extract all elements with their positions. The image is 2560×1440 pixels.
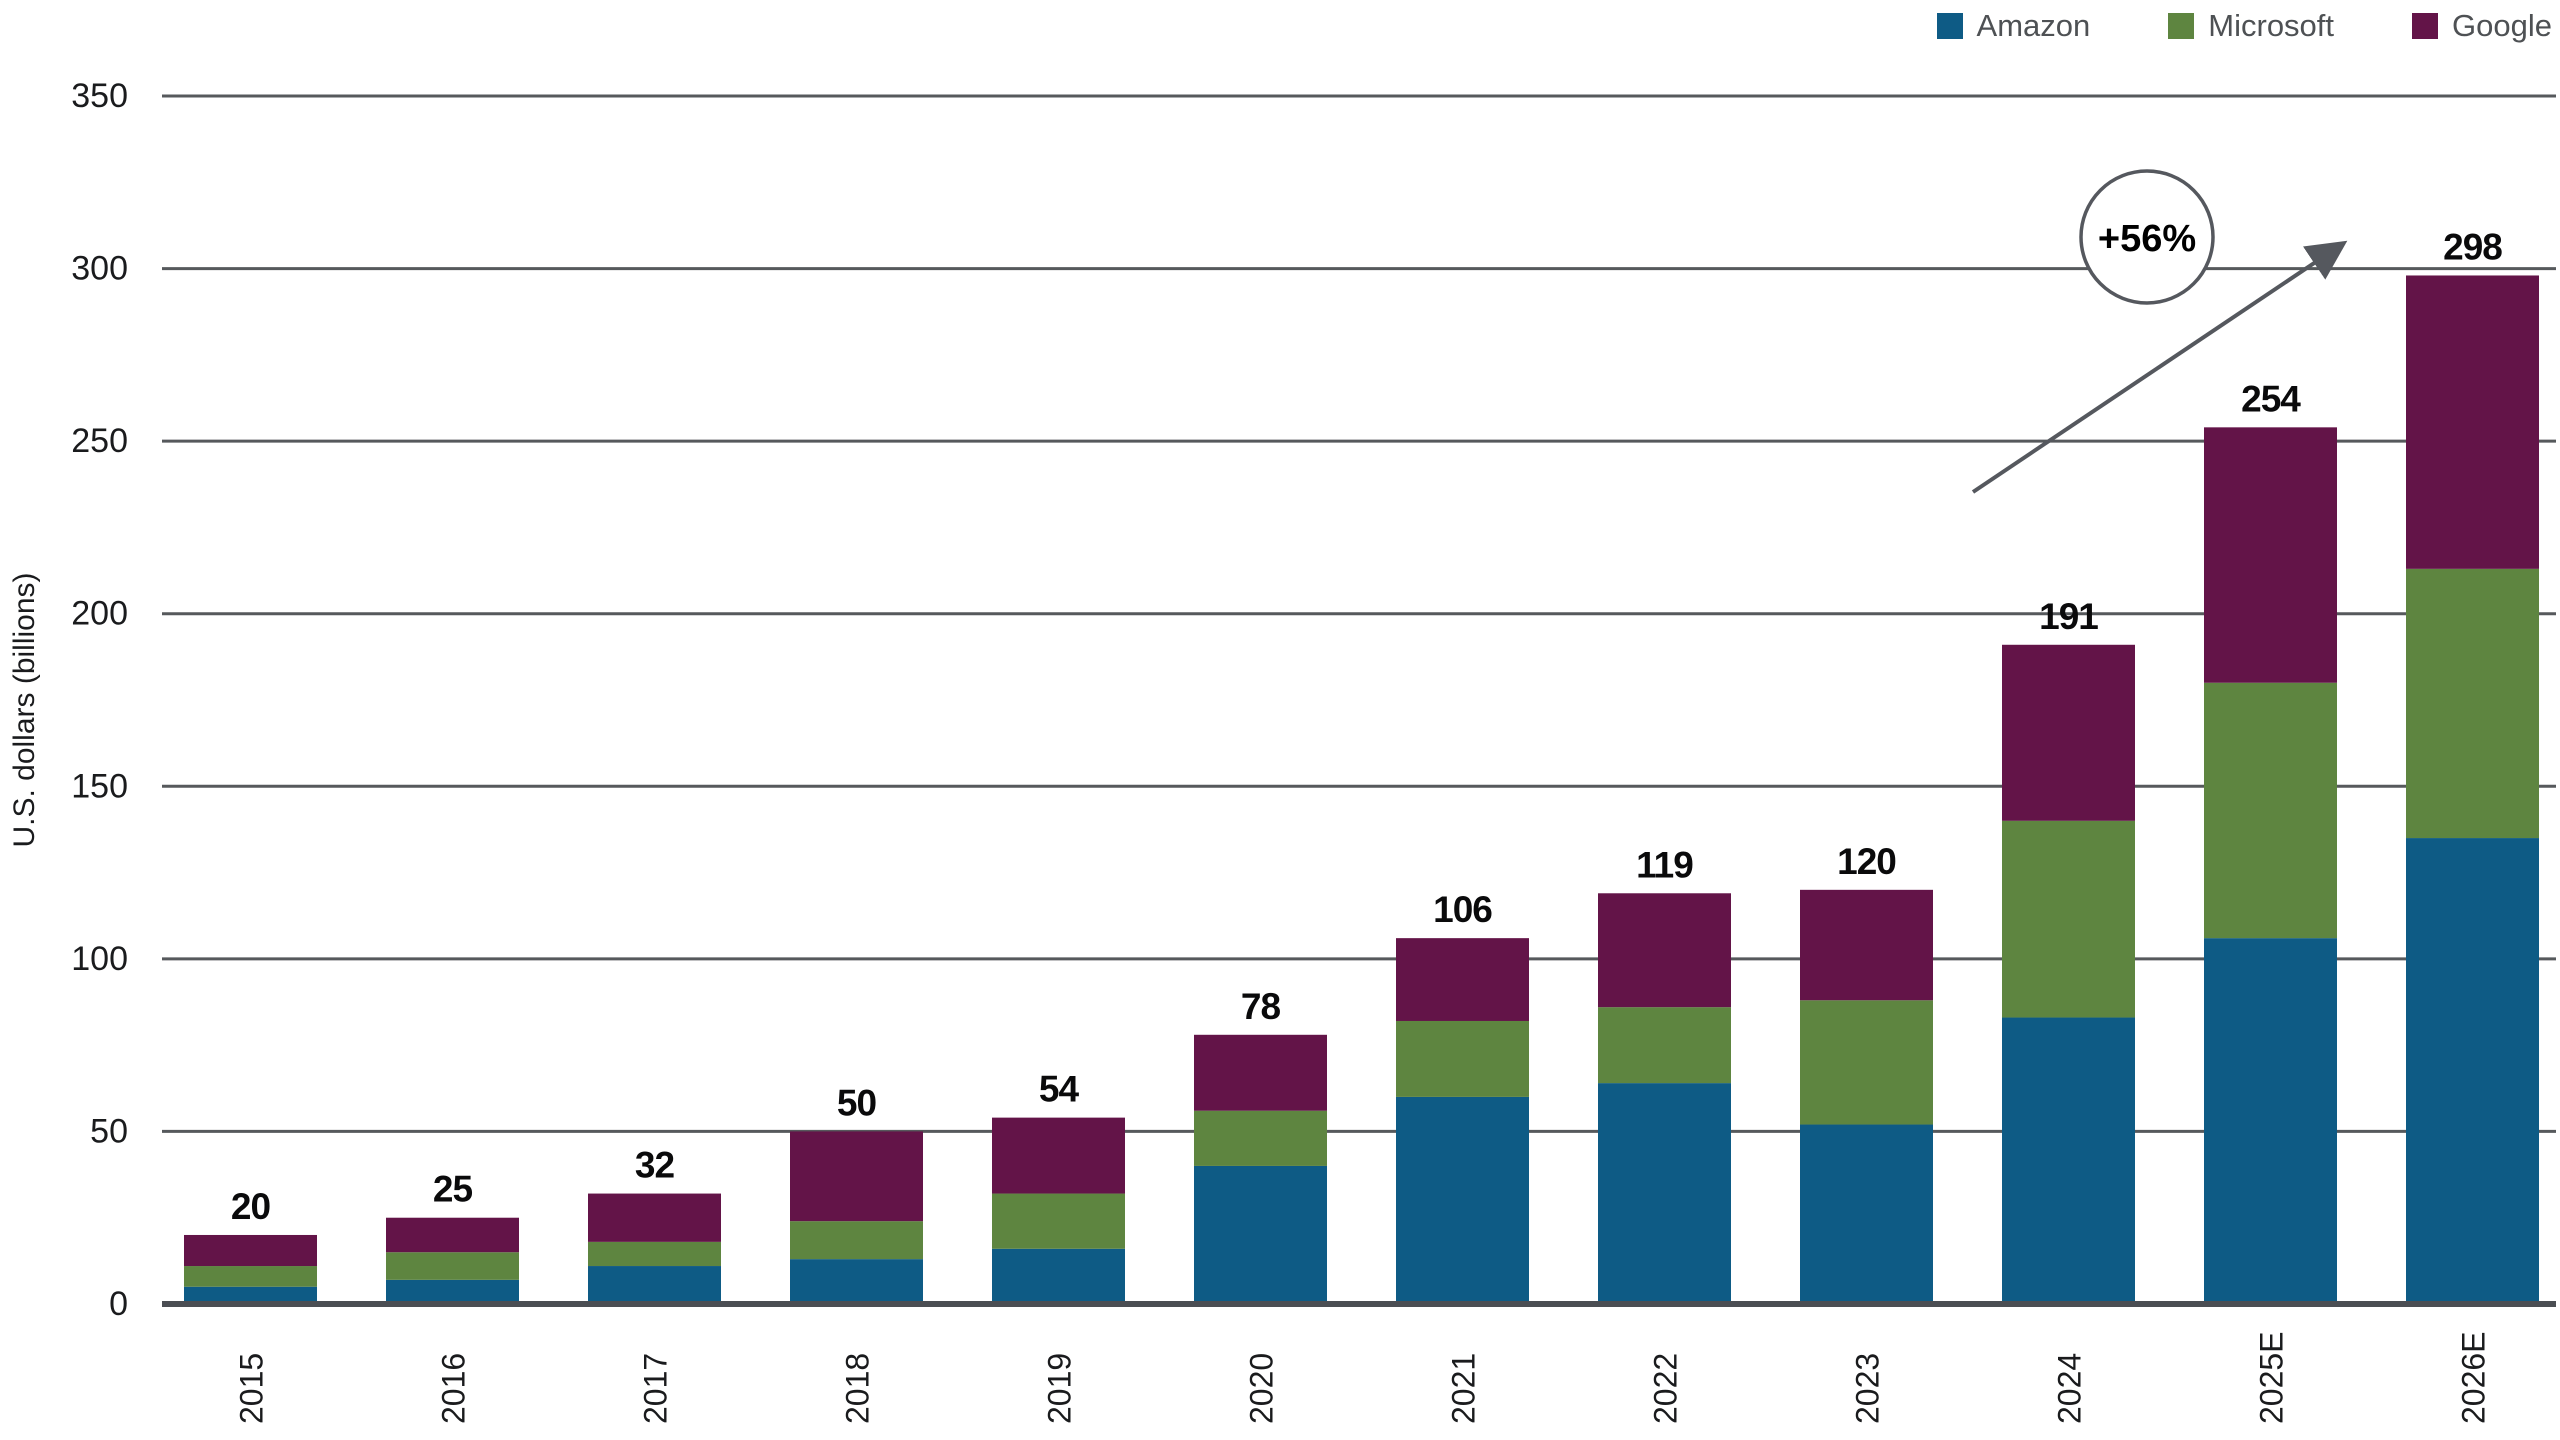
bar-2017-google: [588, 1193, 721, 1242]
x-label-2015: 2015: [234, 1353, 270, 1424]
bar-2016-google: [386, 1217, 519, 1253]
x-label-2026e: 2026E: [2456, 1331, 2492, 1424]
legend-item-microsoft: Microsoft: [2168, 8, 2334, 44]
total-label-2021: 106: [1433, 889, 1492, 930]
bar-2017-amazon: [588, 1266, 721, 1304]
total-label-2015: 20: [231, 1186, 271, 1227]
bar-2018-amazon: [790, 1259, 923, 1304]
total-label-2019: 54: [1039, 1069, 1080, 1110]
x-label-2017: 2017: [638, 1353, 674, 1424]
amazon-swatch-icon: [1936, 13, 1963, 39]
x-label-2021: 2021: [1446, 1353, 1482, 1424]
bar-2024-amazon: [2002, 1017, 2135, 1304]
y-tick-50: 50: [90, 1112, 128, 1150]
x-label-2022: 2022: [1648, 1353, 1684, 1424]
legend-label-google: Google: [2452, 8, 2552, 43]
bar-2024-google: [2002, 644, 2135, 821]
bar-2019-google: [992, 1117, 1125, 1194]
x-label-2023: 2023: [1850, 1353, 1886, 1424]
bar-2016-microsoft: [386, 1252, 519, 1280]
total-label-2016: 25: [433, 1169, 473, 1210]
legend-label-amazon: Amazon: [1976, 8, 2091, 43]
x-label-2025e: 2025E: [2254, 1331, 2290, 1424]
bar-2019-microsoft: [992, 1193, 1125, 1249]
bar-2020-microsoft: [1194, 1110, 1327, 1166]
bar-2022-google: [1598, 893, 1731, 1008]
legend-item-google: Google: [2412, 8, 2552, 44]
x-label-2016: 2016: [436, 1353, 472, 1424]
bar-2015-google: [184, 1234, 317, 1267]
x-label-2020: 2020: [1244, 1353, 1280, 1424]
x-label-2018: 2018: [840, 1353, 876, 1424]
bar-2018-google: [790, 1131, 923, 1222]
google-swatch-icon: [2412, 13, 2439, 39]
bar-2025e-microsoft: [2204, 682, 2337, 939]
y-tick-0: 0: [109, 1285, 128, 1323]
bar-2024-microsoft: [2002, 820, 2135, 1018]
bar-2021-microsoft: [1396, 1020, 1529, 1097]
bar-2022-amazon: [1598, 1083, 1731, 1304]
growth-label: +56%: [2098, 218, 2196, 260]
total-label-2025e: 254: [2241, 378, 2301, 419]
growth-circle: [2079, 169, 2215, 305]
microsoft-swatch-icon: [2168, 13, 2195, 39]
y-tick-100: 100: [71, 940, 128, 978]
bar-2020-google: [1194, 1034, 1327, 1111]
bar-2025e-amazon: [2204, 938, 2337, 1304]
bar-2023-microsoft: [1800, 1000, 1933, 1125]
y-tick-350: 350: [71, 77, 128, 115]
bar-2023-google: [1800, 889, 1933, 1001]
y-tick-200: 200: [71, 595, 128, 633]
total-label-2017: 32: [635, 1145, 675, 1186]
total-label-2023: 120: [1837, 841, 1896, 882]
bar-2026e-amazon: [2406, 838, 2539, 1304]
bar-2025e-google: [2204, 427, 2337, 683]
y-tick-250: 250: [71, 422, 128, 460]
bar-2019-amazon: [992, 1248, 1125, 1304]
bar-2026e-google: [2406, 275, 2539, 569]
y-tick-150: 150: [71, 767, 128, 805]
total-label-2026e: 298: [2443, 226, 2502, 267]
legend-label-microsoft: Microsoft: [2208, 8, 2335, 43]
bar-2021-google: [1396, 938, 1529, 1021]
bar-2017-microsoft: [588, 1241, 721, 1267]
total-label-2018: 50: [837, 1082, 877, 1123]
chart-legend: Amazon Microsoft Google: [1936, 8, 2552, 44]
bar-2023-amazon: [1800, 1124, 1933, 1304]
bar-2020-amazon: [1194, 1165, 1327, 1304]
total-label-2020: 78: [1241, 986, 1281, 1027]
x-label-2019: 2019: [1042, 1353, 1078, 1424]
x-label-2024: 2024: [2052, 1353, 2088, 1424]
y-axis-title: U.S. dollars (billions): [8, 572, 41, 847]
legend-item-amazon: Amazon: [1936, 8, 2091, 44]
y-tick-300: 300: [71, 250, 128, 288]
bar-2018-microsoft: [790, 1221, 923, 1260]
bar-2016-amazon: [386, 1279, 519, 1304]
bar-2026e-microsoft: [2406, 568, 2539, 839]
bar-2015-microsoft: [184, 1266, 317, 1287]
total-label-2022: 119: [1636, 844, 1693, 885]
bar-2022-microsoft: [1598, 1007, 1731, 1084]
bar-2021-amazon: [1396, 1096, 1529, 1304]
trend-arrow: [1971, 240, 2348, 494]
total-label-2024: 191: [2039, 596, 2098, 637]
bar-2015-amazon: [184, 1286, 317, 1304]
x-axis-line: [162, 1301, 2556, 1307]
